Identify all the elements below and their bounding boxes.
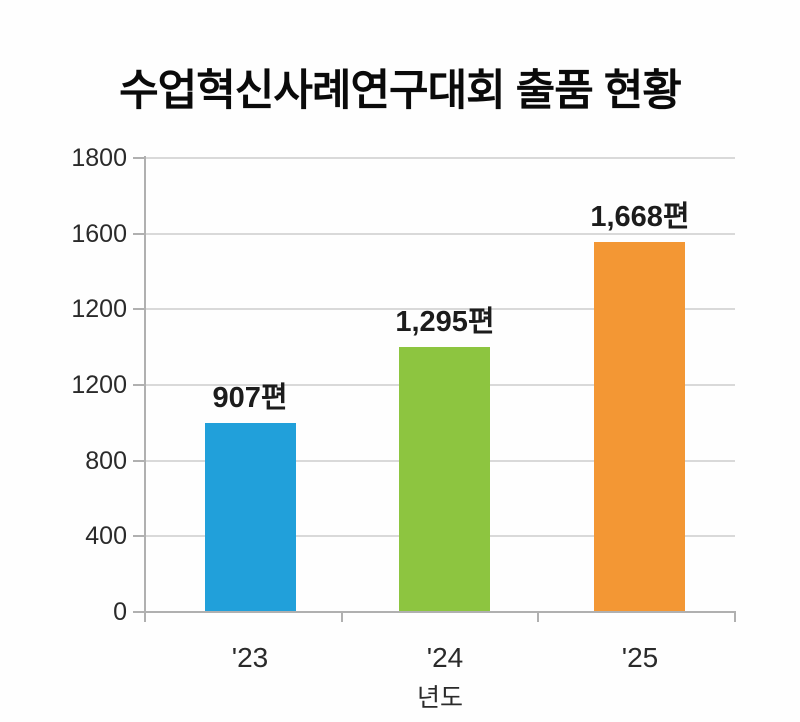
bar-value-label: 1,668편 xyxy=(590,201,690,233)
gridline xyxy=(145,233,735,235)
x-tick-label: '23 xyxy=(231,642,269,673)
x-axis-tick xyxy=(341,613,343,622)
y-tick-label: 1200 xyxy=(71,295,127,323)
y-axis-tick xyxy=(133,384,145,386)
gridline xyxy=(145,308,735,310)
y-axis-tick xyxy=(133,233,145,235)
bar-value-label: 1,295편 xyxy=(395,306,495,338)
x-axis-tick xyxy=(144,613,146,622)
y-tick-label: 400 xyxy=(85,522,127,550)
y-tick-label: 800 xyxy=(85,447,127,475)
y-tick-label: 1600 xyxy=(71,220,127,248)
y-axis-tick xyxy=(133,157,145,159)
y-axis-tick xyxy=(133,308,145,310)
gridline xyxy=(145,157,735,159)
y-tick-label: 1800 xyxy=(71,144,127,172)
plot-area: 1800 1600 1200 1200 800 400 0 907편 1,295편 1,668편… xyxy=(71,144,736,673)
chart-title: 수업혁신사례연구대회 출품 현황 xyxy=(119,67,682,115)
x-tick-label: '25 xyxy=(621,642,659,673)
x-axis-title: 년도 xyxy=(416,684,463,712)
bar-23 xyxy=(205,423,296,611)
x-axis-tick xyxy=(734,613,736,622)
y-axis-line xyxy=(144,156,146,614)
x-tick-label: '24 xyxy=(426,642,464,673)
bar-value-label: 907편 xyxy=(212,382,288,414)
bar-24 xyxy=(399,347,490,611)
y-axis-tick xyxy=(133,460,145,462)
x-axis-tick xyxy=(537,613,539,622)
x-axis-line xyxy=(144,611,736,613)
y-tick-label: 0 xyxy=(113,598,127,626)
y-tick-label: 1200 xyxy=(71,371,127,399)
y-axis-tick xyxy=(133,611,145,613)
bar-25 xyxy=(594,242,685,611)
y-axis-tick xyxy=(133,535,145,537)
